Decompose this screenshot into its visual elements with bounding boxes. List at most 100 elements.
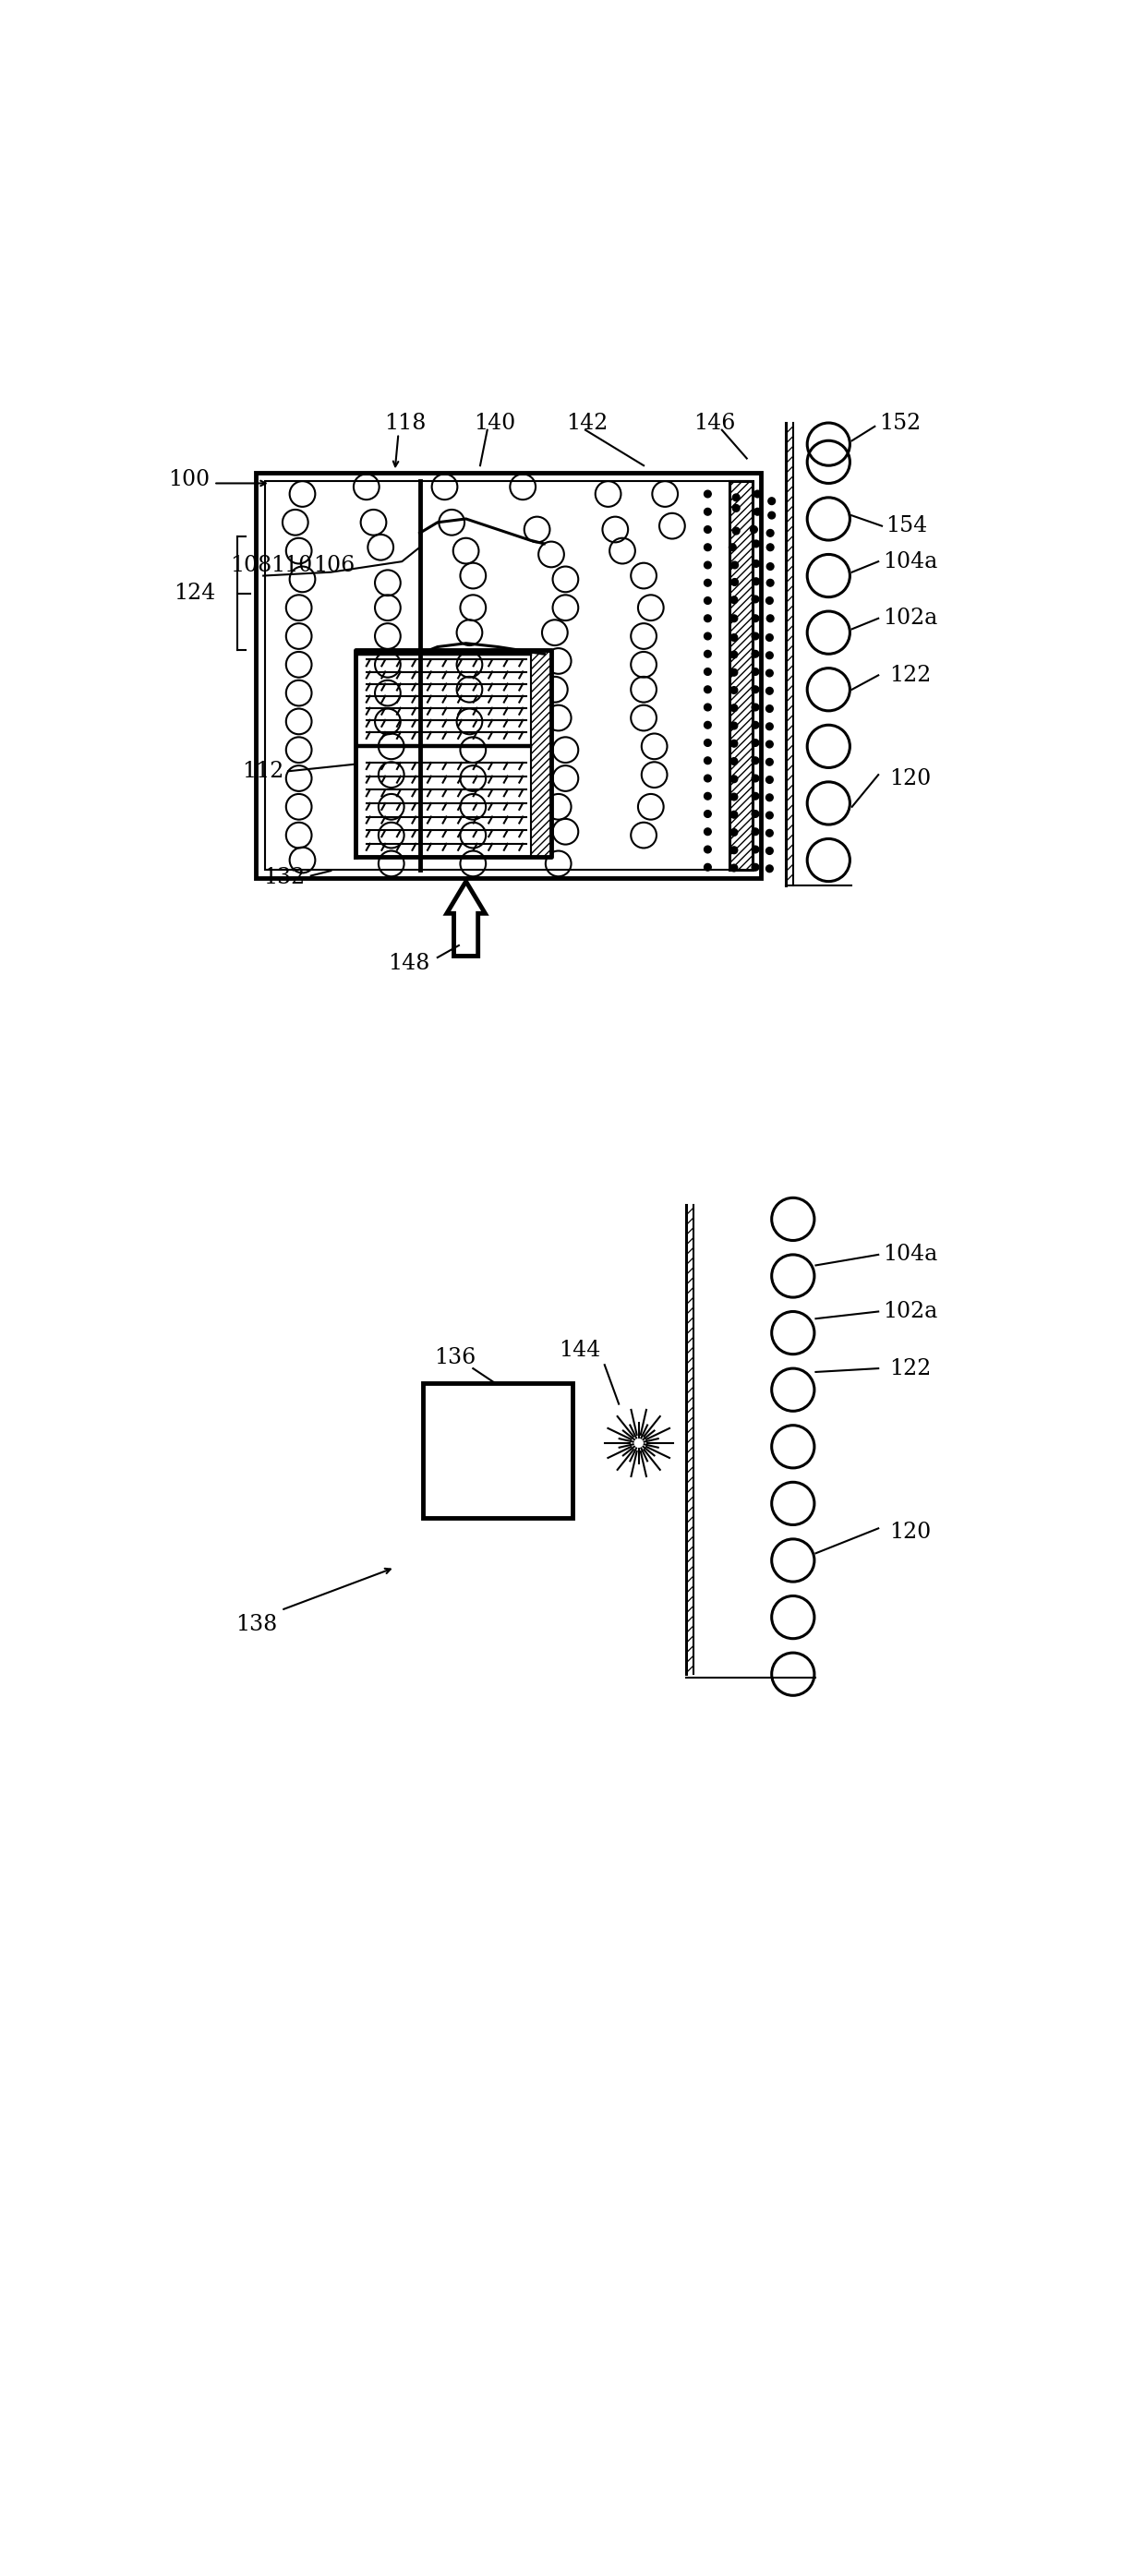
Text: 100: 100	[168, 469, 210, 489]
Circle shape	[731, 595, 737, 603]
Text: 148: 148	[388, 953, 431, 974]
Circle shape	[732, 562, 739, 569]
Circle shape	[752, 595, 759, 603]
Text: 102a: 102a	[883, 1301, 938, 1321]
Circle shape	[731, 688, 737, 693]
Circle shape	[731, 793, 737, 801]
Circle shape	[766, 724, 773, 729]
Circle shape	[704, 507, 711, 515]
Circle shape	[766, 866, 773, 873]
Circle shape	[766, 793, 773, 801]
Circle shape	[704, 489, 711, 497]
Text: 138: 138	[236, 1613, 277, 1636]
Circle shape	[766, 670, 773, 677]
Circle shape	[704, 845, 711, 853]
Text: 102a: 102a	[883, 608, 938, 629]
Circle shape	[704, 544, 711, 551]
Circle shape	[752, 863, 759, 871]
Circle shape	[731, 811, 737, 819]
Text: 136: 136	[434, 1347, 476, 1368]
Circle shape	[704, 598, 711, 605]
Circle shape	[704, 562, 711, 569]
Bar	[424, 1383, 572, 1517]
Circle shape	[704, 721, 711, 729]
Circle shape	[753, 507, 761, 515]
Circle shape	[731, 757, 737, 765]
Circle shape	[704, 863, 711, 871]
Circle shape	[766, 742, 773, 747]
Circle shape	[752, 616, 759, 621]
Text: 120: 120	[890, 1522, 931, 1543]
Text: 146: 146	[694, 412, 736, 433]
Circle shape	[704, 667, 711, 675]
Circle shape	[766, 811, 773, 819]
Circle shape	[750, 526, 758, 533]
Circle shape	[731, 670, 737, 675]
Circle shape	[767, 616, 774, 621]
Bar	[256, 471, 761, 878]
Text: 154: 154	[886, 515, 927, 536]
Circle shape	[752, 811, 759, 817]
Circle shape	[704, 526, 711, 533]
Circle shape	[752, 685, 759, 693]
Text: 108: 108	[230, 554, 273, 574]
Text: 140: 140	[474, 412, 515, 433]
Circle shape	[733, 505, 740, 513]
Circle shape	[768, 513, 775, 518]
Circle shape	[766, 634, 773, 641]
Text: 122: 122	[890, 665, 931, 685]
Circle shape	[704, 793, 711, 799]
Circle shape	[767, 544, 774, 551]
Circle shape	[752, 827, 759, 835]
Circle shape	[752, 541, 759, 546]
Circle shape	[766, 652, 773, 659]
Text: 124: 124	[173, 582, 215, 605]
Text: 132: 132	[263, 868, 306, 889]
Circle shape	[752, 793, 759, 799]
Circle shape	[752, 559, 759, 567]
Circle shape	[731, 848, 737, 853]
Circle shape	[752, 721, 759, 729]
Circle shape	[704, 616, 711, 621]
Circle shape	[704, 685, 711, 693]
Circle shape	[729, 544, 736, 551]
Text: 104a: 104a	[883, 1244, 938, 1265]
Circle shape	[704, 739, 711, 747]
Polygon shape	[447, 881, 485, 956]
Circle shape	[704, 634, 711, 639]
Circle shape	[768, 497, 775, 505]
Circle shape	[766, 775, 773, 783]
Circle shape	[731, 652, 737, 659]
Circle shape	[752, 634, 759, 639]
Circle shape	[752, 667, 759, 675]
Circle shape	[766, 848, 773, 855]
Circle shape	[704, 757, 711, 765]
Circle shape	[752, 757, 759, 765]
Text: 122: 122	[890, 1358, 931, 1378]
Text: 144: 144	[559, 1340, 601, 1360]
Circle shape	[731, 703, 737, 711]
Text: 112: 112	[243, 760, 284, 783]
Circle shape	[731, 634, 737, 641]
Circle shape	[767, 580, 774, 587]
Circle shape	[766, 706, 773, 711]
Circle shape	[704, 775, 711, 783]
Text: 142: 142	[566, 412, 608, 433]
Circle shape	[704, 649, 711, 657]
Circle shape	[767, 531, 774, 536]
Circle shape	[767, 564, 774, 569]
Circle shape	[752, 739, 759, 747]
Circle shape	[704, 580, 711, 587]
Circle shape	[731, 829, 737, 837]
Circle shape	[752, 845, 759, 853]
Circle shape	[766, 688, 773, 696]
Circle shape	[731, 739, 737, 747]
Circle shape	[733, 495, 740, 502]
Text: 118: 118	[385, 412, 426, 433]
Circle shape	[731, 775, 737, 783]
Circle shape	[766, 757, 773, 765]
Bar	[531, 649, 551, 858]
Circle shape	[731, 866, 737, 871]
Circle shape	[752, 649, 759, 657]
Circle shape	[733, 528, 740, 533]
